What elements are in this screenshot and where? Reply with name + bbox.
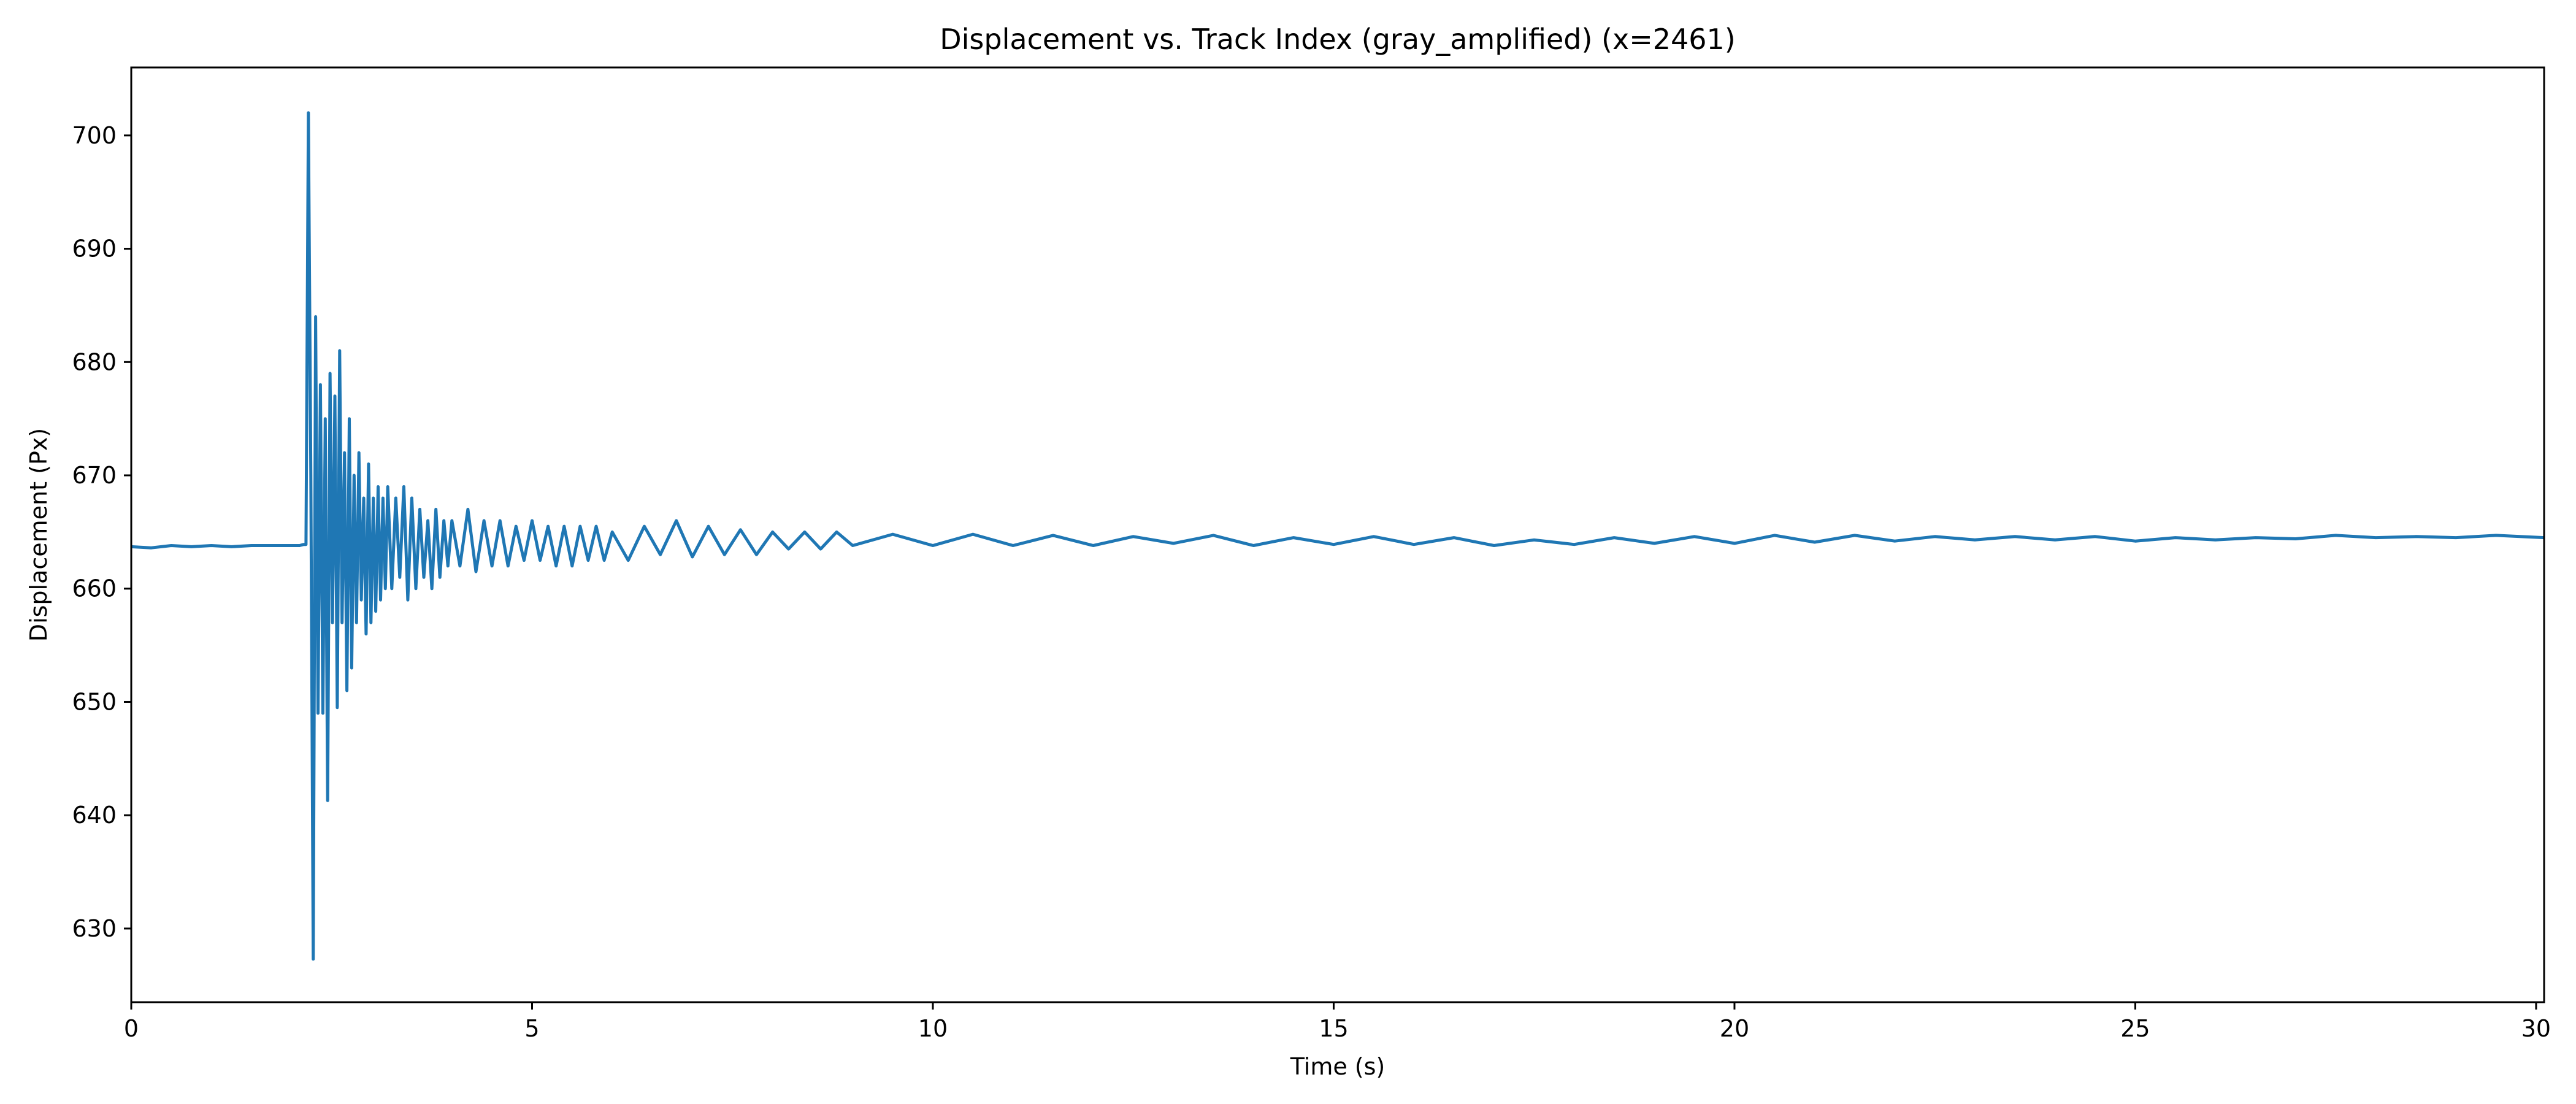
y-tick-label: 680 [72, 348, 117, 375]
plot-frame [130, 66, 2545, 1003]
series-line-0 [131, 111, 2545, 961]
x-tick-label: 15 [1319, 1015, 1348, 1042]
x-tick-label: 20 [1720, 1015, 1749, 1042]
y-tick-label: 630 [72, 915, 117, 942]
x-tick-label: 5 [524, 1015, 539, 1042]
y-tick-label: 700 [72, 122, 117, 149]
x-tick-label: 25 [2120, 1015, 2150, 1042]
x-tick-label: 30 [2521, 1015, 2551, 1042]
y-axis: 630 640 650 660 670 680 690 700 [72, 122, 131, 942]
x-tick-label: 10 [918, 1015, 948, 1042]
x-axis-label: Time (s) [1290, 1053, 1386, 1080]
y-tick-label: 670 [72, 462, 117, 489]
chart-title: Displacement vs. Track Index (gray_ampli… [940, 23, 1736, 56]
y-axis-label: Displacement (Px) [25, 428, 52, 642]
x-tick-label: 0 [124, 1015, 139, 1042]
y-tick-label: 690 [72, 236, 117, 263]
y-tick-label: 640 [72, 802, 117, 829]
x-axis: 0 5 10 15 20 25 30 [124, 1002, 2551, 1042]
y-tick-label: 650 [72, 688, 117, 715]
plot-area [131, 111, 2545, 961]
y-tick-label: 660 [72, 575, 117, 602]
